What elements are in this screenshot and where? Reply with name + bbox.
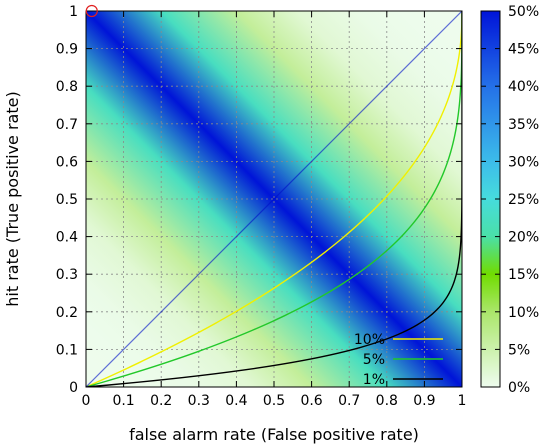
- y-tick-label: 0.3: [56, 267, 78, 283]
- colorbar-tick-label: 5%: [508, 342, 530, 358]
- x-tick-label: 0: [82, 393, 91, 409]
- colorbar-tick-label: 30%: [508, 154, 539, 170]
- y-tick-label: 0.5: [56, 192, 78, 208]
- x-tick-label: 1: [458, 393, 467, 409]
- colorbar-tick-label: 35%: [508, 117, 539, 133]
- legend: 10% 5% 1%: [354, 332, 443, 388]
- colorbar-tick-label: 10%: [508, 305, 539, 321]
- x-tick-label: 0.1: [112, 393, 134, 409]
- legend-label: 1%: [363, 372, 385, 388]
- y-tick-label: 0.8: [56, 79, 78, 95]
- x-tick-label: 0.9: [413, 393, 435, 409]
- x-tick-label: 0.8: [376, 393, 398, 409]
- marker-circle: [85, 4, 98, 18]
- y-tick-label: 0.2: [56, 305, 78, 321]
- colorbar-tick-label: 20%: [508, 230, 539, 246]
- x-tick-label: 0.6: [300, 393, 322, 409]
- x-tick-label: 0.3: [188, 393, 210, 409]
- x-tick-label: 0.7: [338, 393, 360, 409]
- y-tick-label: 0.9: [56, 42, 78, 58]
- colorbar-tick-label: 40%: [508, 79, 539, 95]
- marker-layer: [85, 4, 98, 18]
- y-tick-label: 0: [69, 380, 78, 396]
- contour-line: [86, 11, 462, 387]
- y-axis-title: hit rate (True positive rate): [3, 91, 22, 306]
- colorbar-tick-label: 0%: [508, 380, 530, 396]
- legend-label: 10%: [354, 332, 385, 348]
- colorbar-tick-label: 45%: [508, 42, 539, 58]
- axis-ticks: 0 0.1 0.2 0.3 0.4 0.5 0.6 0.7 0.8 0.9 1 0 0.1 0.2 0.3 0…: [56, 4, 467, 409]
- colorbar-tick-label: 50%: [508, 4, 539, 20]
- y-tick-label: 0.7: [56, 117, 78, 133]
- x-tick-label: 0.2: [150, 393, 172, 409]
- legend-label: 5%: [363, 352, 385, 368]
- diagonal-line: [86, 11, 462, 387]
- x-axis-title: false alarm rate (False positive rate): [129, 425, 419, 444]
- colorbar-tick-label: 15%: [508, 267, 539, 283]
- y-tick-label: 0.6: [56, 154, 78, 170]
- x-tick-label: 0.5: [263, 393, 285, 409]
- colorbar: 0% 5% 10% 15% 20% 25% 30% 35% 40% 45% 50%: [480, 4, 539, 396]
- x-tick-label: 0.4: [225, 393, 247, 409]
- y-tick-label: 1: [69, 4, 78, 20]
- y-tick-label: 0.4: [56, 230, 78, 246]
- y-tick-label: 0.1: [56, 342, 78, 358]
- colorbar-tick-label: 25%: [508, 192, 539, 208]
